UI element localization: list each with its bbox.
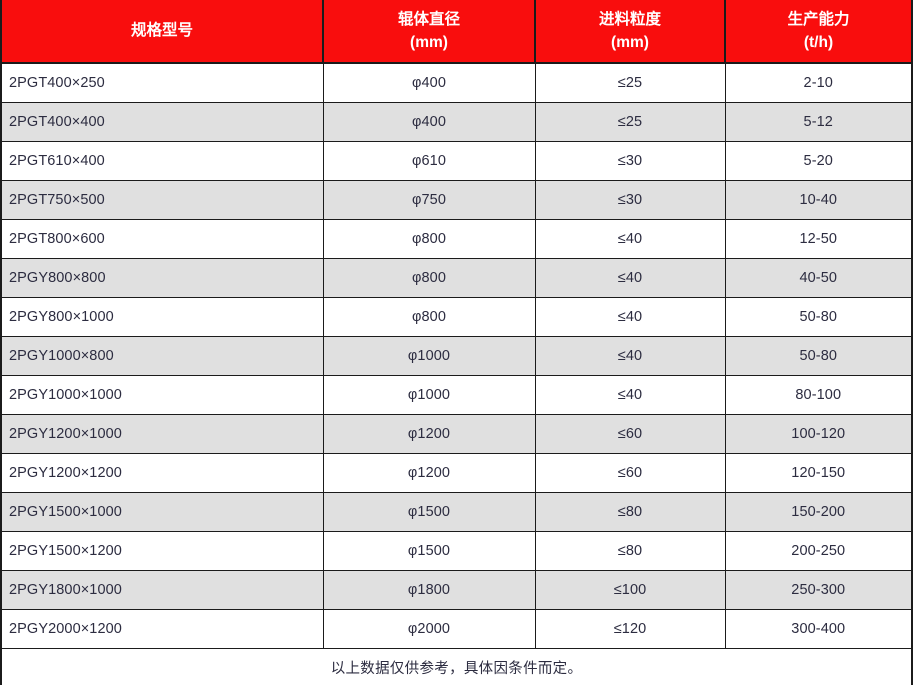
- cell-roller-diameter: φ400: [323, 63, 535, 103]
- table-header: 规格型号 辊体直径 (mm) 进料粒度 (mm): [1, 0, 912, 63]
- cell-roller-diameter: φ800: [323, 259, 535, 298]
- cell-roller-diameter: φ1500: [323, 532, 535, 571]
- cell-feed-size: ≤25: [535, 103, 725, 142]
- cell-capacity: 5-20: [725, 142, 912, 181]
- cell-model: 2PGT400×400: [1, 103, 323, 142]
- cell-roller-diameter: φ1500: [323, 493, 535, 532]
- footnote-text: 以上数据仅供参考，具体因条件而定。: [1, 649, 912, 685]
- cell-model: 2PGY1000×800: [1, 337, 323, 376]
- cell-model: 2PGY1500×1200: [1, 532, 323, 571]
- cell-capacity: 40-50: [725, 259, 912, 298]
- cell-feed-size: ≤40: [535, 220, 725, 259]
- cell-model: 2PGY1200×1200: [1, 454, 323, 493]
- footnote-row: 以上数据仅供参考，具体因条件而定。: [1, 649, 912, 685]
- cell-roller-diameter: φ1000: [323, 376, 535, 415]
- cell-capacity: 300-400: [725, 610, 912, 649]
- column-header-roller-diameter-unit: (mm): [410, 31, 448, 54]
- spec-table-container: 规格型号 辊体直径 (mm) 进料粒度 (mm): [0, 0, 917, 638]
- cell-model: 2PGY1200×1000: [1, 415, 323, 454]
- cell-model: 2PGY800×800: [1, 259, 323, 298]
- cell-roller-diameter: φ1000: [323, 337, 535, 376]
- column-header-feed-size-unit: (mm): [611, 31, 649, 54]
- cell-capacity: 200-250: [725, 532, 912, 571]
- cell-model: 2PGT400×250: [1, 63, 323, 103]
- cell-capacity: 150-200: [725, 493, 912, 532]
- cell-feed-size: ≤120: [535, 610, 725, 649]
- cell-capacity: 100-120: [725, 415, 912, 454]
- cell-feed-size: ≤40: [535, 376, 725, 415]
- cell-feed-size: ≤40: [535, 298, 725, 337]
- cell-model: 2PGY2000×1200: [1, 610, 323, 649]
- cell-feed-size: ≤80: [535, 532, 725, 571]
- cell-model: 2PGY1000×1000: [1, 376, 323, 415]
- cell-roller-diameter: φ1200: [323, 454, 535, 493]
- column-header-model: 规格型号: [1, 0, 323, 63]
- cell-feed-size: ≤80: [535, 493, 725, 532]
- column-header-feed-size: 进料粒度 (mm): [535, 0, 725, 63]
- cell-capacity: 10-40: [725, 181, 912, 220]
- cell-capacity: 250-300: [725, 571, 912, 610]
- cell-feed-size: ≤60: [535, 415, 725, 454]
- cell-capacity: 50-80: [725, 298, 912, 337]
- cell-feed-size: ≤30: [535, 181, 725, 220]
- column-header-capacity: 生产能力 (t/h): [725, 0, 912, 63]
- cell-model: 2PGT750×500: [1, 181, 323, 220]
- column-header-roller-diameter-title: 辊体直径: [398, 8, 460, 31]
- cell-model: 2PGY1800×1000: [1, 571, 323, 610]
- column-header-feed-size-title: 进料粒度: [599, 8, 661, 31]
- column-header-model-title: 规格型号: [131, 19, 193, 42]
- column-header-capacity-title: 生产能力: [787, 8, 849, 31]
- cell-roller-diameter: φ1200: [323, 415, 535, 454]
- cell-roller-diameter: φ800: [323, 298, 535, 337]
- cell-feed-size: ≤40: [535, 337, 725, 376]
- cell-roller-diameter: φ1800: [323, 571, 535, 610]
- cell-roller-diameter: φ400: [323, 103, 535, 142]
- cell-capacity: 2-10: [725, 63, 912, 103]
- cell-capacity: 12-50: [725, 220, 912, 259]
- cell-model: 2PGY1500×1000: [1, 493, 323, 532]
- cell-feed-size: ≤60: [535, 454, 725, 493]
- cell-roller-diameter: φ2000: [323, 610, 535, 649]
- cell-feed-size: ≤40: [535, 259, 725, 298]
- cell-feed-size: ≤30: [535, 142, 725, 181]
- cell-model: 2PGT610×400: [1, 142, 323, 181]
- column-header-roller-diameter: 辊体直径 (mm): [323, 0, 535, 63]
- cell-capacity: 80-100: [725, 376, 912, 415]
- cell-roller-diameter: φ800: [323, 220, 535, 259]
- cell-roller-diameter: φ750: [323, 181, 535, 220]
- table-footer: 以上数据仅供参考，具体因条件而定。: [1, 649, 912, 685]
- cell-capacity: 5-12: [725, 103, 912, 142]
- cell-model: 2PGT800×600: [1, 220, 323, 259]
- cell-roller-diameter: φ610: [323, 142, 535, 181]
- header-row: 规格型号 辊体直径 (mm) 进料粒度 (mm): [1, 0, 912, 63]
- cell-feed-size: ≤25: [535, 63, 725, 103]
- cell-capacity: 120-150: [725, 454, 912, 493]
- column-header-capacity-unit: (t/h): [804, 31, 833, 54]
- cell-capacity: 50-80: [725, 337, 912, 376]
- cell-feed-size: ≤100: [535, 571, 725, 610]
- cell-model: 2PGY800×1000: [1, 298, 323, 337]
